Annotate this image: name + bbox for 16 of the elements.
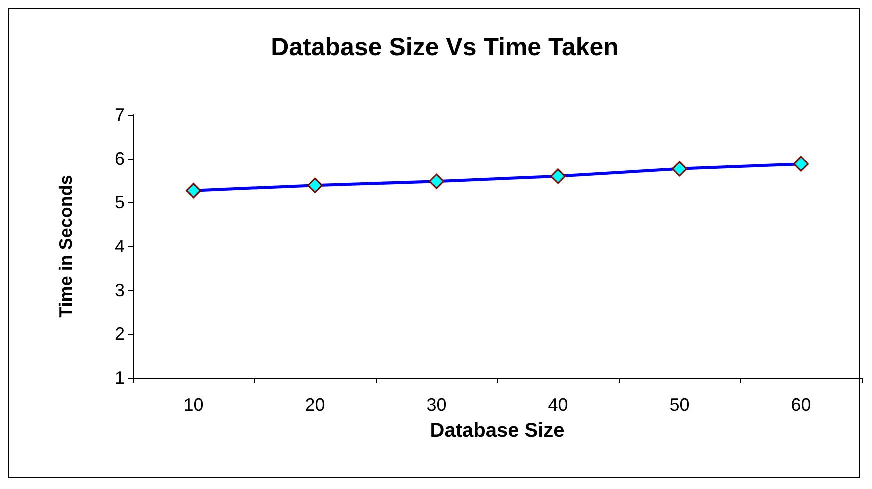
x-tick-label: 10 xyxy=(184,395,204,415)
y-tick-label: 7 xyxy=(114,105,125,125)
x-tick-label: 30 xyxy=(426,395,447,415)
chart-title: Database Size Vs Time Taken xyxy=(271,34,619,62)
y-tick-label: 6 xyxy=(114,148,125,169)
x-axis-title: Database Size xyxy=(430,420,565,442)
x-tick-label: 60 xyxy=(791,395,812,415)
y-tick-label: 5 xyxy=(114,192,125,213)
y-axis-title: Time in Seconds xyxy=(56,175,76,318)
y-tick-label: 4 xyxy=(114,236,125,256)
y-tick-label: 1 xyxy=(114,368,125,388)
x-tick-label: 40 xyxy=(548,395,568,415)
y-tick-label: 2 xyxy=(114,324,125,344)
x-tick-label: 50 xyxy=(670,395,690,415)
y-tick-label: 3 xyxy=(114,280,125,300)
x-tick-label: 20 xyxy=(305,395,326,415)
